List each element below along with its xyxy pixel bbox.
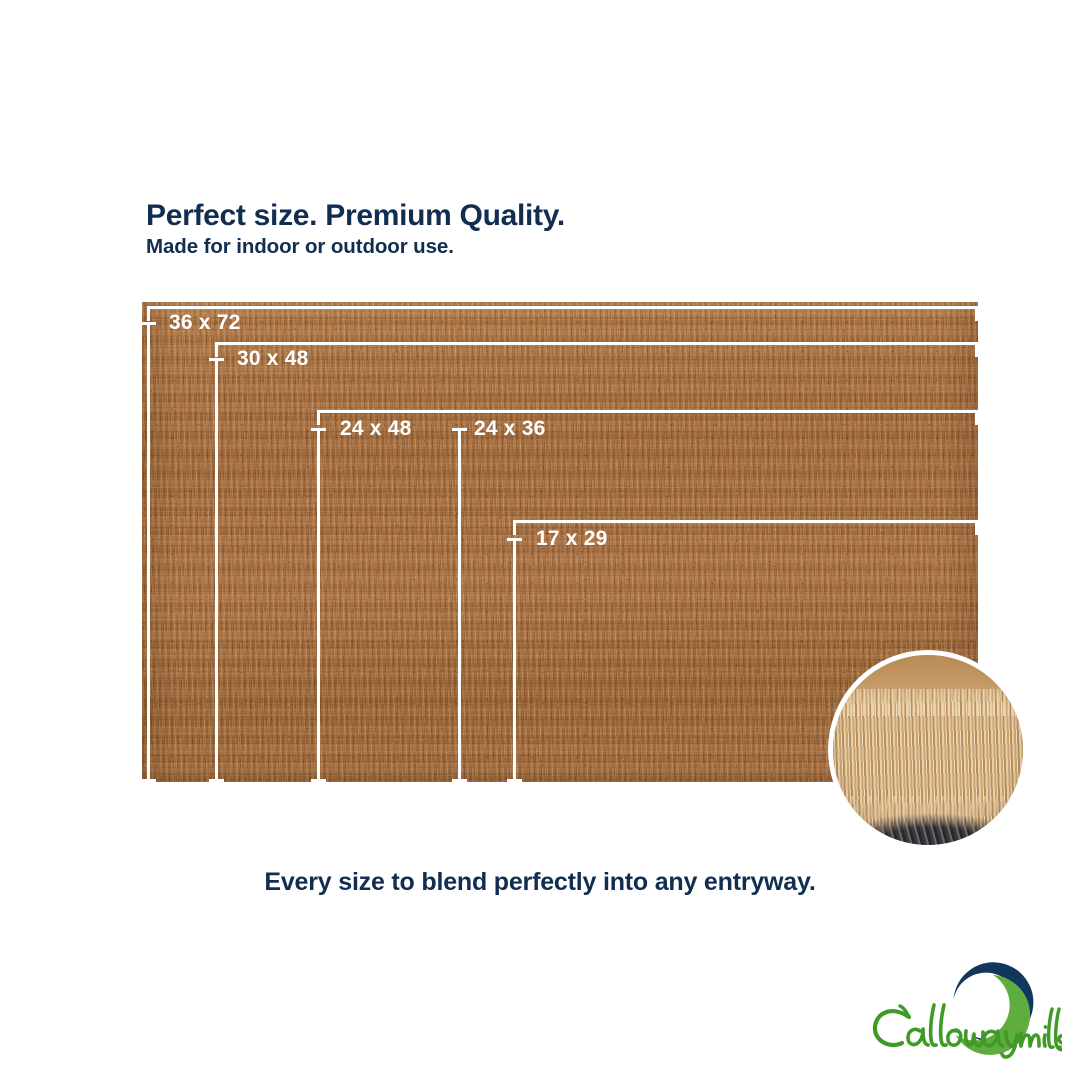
dimension-line-h-17x29 (513, 520, 978, 523)
dimension-tick-top-17x29 (507, 538, 522, 541)
dimension-label-24x36: 24 x 36 (474, 417, 546, 440)
dimension-label-17x29: 17 x 29 (536, 527, 608, 550)
dimension-tick-left-30x48 (215, 342, 218, 357)
dimension-tick-top-36x72 (142, 322, 156, 325)
dimension-line-v-17x29 (513, 538, 516, 782)
fiber-vinyl-backing (833, 812, 1023, 845)
dimension-tick-right-17x29 (975, 520, 978, 535)
dimension-line-v-24x48 (317, 428, 320, 782)
fiber-tips (833, 685, 1023, 716)
dimension-label-36x72: 36 x 72 (169, 311, 241, 334)
dimension-tick-left-24x48 (317, 410, 320, 425)
dimension-tick-bottom-36x72 (142, 779, 156, 782)
dimension-tick-top-30x48 (209, 358, 224, 361)
dimension-line-h-24x48 (317, 410, 978, 413)
dimension-tick-bottom-30x48 (209, 779, 224, 782)
dimension-label-24x48: 24 x 48 (340, 417, 412, 440)
dimension-line-h-30x48 (215, 342, 978, 345)
dimension-tick-right-24x48 (975, 410, 978, 425)
swirl-logo-icon (872, 962, 1062, 1059)
dimension-tick-bottom-24x36 (452, 779, 467, 782)
dimension-label-30x48: 30 x 48 (237, 347, 309, 370)
dimension-line-v-30x48 (215, 358, 218, 782)
dimension-tick-top-24x36 (452, 428, 467, 431)
dimension-line-v-36x72 (147, 322, 150, 782)
dimension-line-h-36x72 (147, 306, 978, 309)
bottom-caption: Every size to blend perfectly into any e… (264, 868, 816, 896)
dimension-tick-top-24x48 (311, 428, 326, 431)
brand-logo (862, 955, 1062, 1060)
dimension-tick-left-17x29 (513, 520, 516, 535)
dimension-line-v-24x36 (458, 428, 461, 782)
dimension-tick-right-36x72 (975, 306, 978, 321)
dimension-tick-right-30x48 (975, 342, 978, 357)
logo-swirl-green (955, 975, 1031, 1055)
dimension-tick-left-36x72 (147, 306, 150, 321)
dimension-tick-bottom-17x29 (507, 779, 522, 782)
fiber-vignette (833, 655, 1023, 845)
dimension-tick-bottom-24x48 (311, 779, 326, 782)
logo-wordmark (872, 1003, 1062, 1059)
page-title: Perfect size. Premium Quality. (146, 199, 565, 232)
coir-fiber-closeup-image (828, 650, 1028, 850)
page-subtitle: Made for indoor or outdoor use. (146, 235, 454, 258)
logo-swirl-navy (953, 962, 1034, 1043)
